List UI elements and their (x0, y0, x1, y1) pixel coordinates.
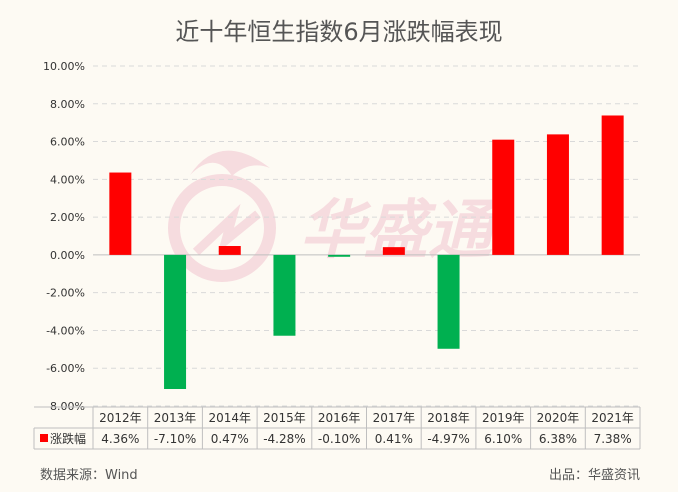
y-tick-label: -4.00% (46, 324, 85, 337)
data-label: -4.28% (263, 432, 305, 446)
bar-2018年 (437, 254, 460, 349)
data-label: 7.38% (594, 432, 632, 446)
bar-2016年 (328, 254, 351, 257)
y-tick-label: 4.00% (50, 173, 85, 186)
chart-title: 近十年恒生指数6月涨跌幅表现 (175, 18, 503, 46)
y-tick-label: -2.00% (46, 287, 85, 300)
y-tick-label: 10.00% (43, 60, 85, 73)
x-category-label: 2019年 (482, 411, 525, 425)
data-label: 0.41% (375, 432, 413, 446)
x-category-label: 2014年 (208, 411, 251, 425)
bar-2017年 (382, 247, 405, 255)
watermark-ring (168, 174, 276, 282)
bar-2012年 (109, 172, 132, 255)
x-category-label: 2017年 (373, 411, 416, 425)
y-tick-label: 6.00% (50, 136, 85, 149)
x-category-label: 2016年 (318, 411, 361, 425)
data-label: -4.97% (427, 432, 469, 446)
data-label: 6.38% (539, 432, 577, 446)
x-category-label: 2015年 (263, 411, 306, 425)
bar-2015年 (273, 254, 296, 336)
y-tick-label: 8.00% (50, 98, 85, 111)
x-category-label: 2021年 (591, 411, 634, 425)
watermark-logo: 华盛通 (168, 150, 501, 282)
data-label: 4.36% (101, 432, 139, 446)
legend-label: 涨跌幅 (50, 431, 86, 446)
publisher-note: 出品：华盛资讯 (548, 468, 640, 483)
watermark-arrow (192, 203, 261, 256)
legend-swatch (40, 434, 48, 442)
watermark-text: 华盛通 (300, 194, 501, 268)
y-tick-label: -6.00% (46, 362, 85, 375)
source-note: 数据来源：Wind (40, 468, 138, 483)
bar-2019年 (492, 139, 515, 255)
x-category-label: 2012年 (99, 411, 142, 425)
x-category-label: 2018年 (427, 411, 470, 425)
y-tick-label: 2.00% (50, 211, 85, 224)
x-category-label: 2020年 (537, 411, 580, 425)
data-label: -7.10% (154, 432, 196, 446)
bar-2020年 (546, 134, 569, 255)
data-label: 0.47% (211, 432, 249, 446)
y-tick-label: 0.00% (50, 249, 85, 262)
data-label: -0.10% (318, 432, 360, 446)
data-label: 6.10% (484, 432, 522, 446)
bar-2014年 (218, 246, 241, 255)
bars (109, 115, 624, 389)
watermark-flame (190, 150, 270, 176)
x-category-label: 2013年 (154, 411, 197, 425)
bar-2013年 (164, 254, 187, 389)
y-axis: 10.00% 8.00% 6.00% 4.00% 2.00% 0.00% -2.00% -4.… (43, 60, 85, 413)
data-table: 涨跌幅2012年4.36%2013年-7.10%2014年0.47%2015年-… (33, 406, 641, 450)
bar-2021年 (601, 115, 624, 255)
